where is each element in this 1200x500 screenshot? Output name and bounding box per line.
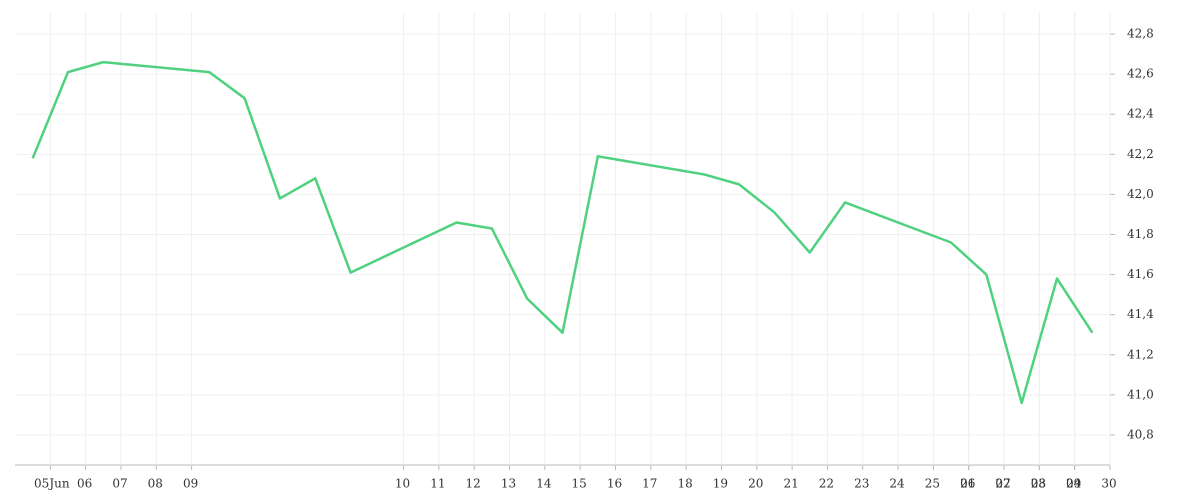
x-tick-label: 01 bbox=[960, 477, 975, 491]
x-tick-label: 23 bbox=[854, 477, 869, 491]
y-tick-label: 42,6 bbox=[1127, 67, 1154, 81]
x-tick-label: 26 bbox=[960, 477, 975, 491]
x-tick-label: 06 bbox=[77, 477, 92, 491]
x-tick-label: 21 bbox=[783, 477, 798, 491]
x-tick-label: 20 bbox=[748, 477, 763, 491]
y-tick-label: 40,8 bbox=[1127, 427, 1154, 441]
y-tick-label: 42,0 bbox=[1127, 187, 1154, 201]
month-label: Jun bbox=[47, 477, 70, 491]
y-tick-label: 41,4 bbox=[1127, 307, 1154, 321]
y-tick-label: 41,0 bbox=[1127, 387, 1154, 401]
x-tick-label: 18 bbox=[677, 477, 692, 491]
x-tick-label: 10 bbox=[395, 477, 410, 491]
x-tick-label: 30 bbox=[1101, 477, 1116, 491]
x-tick-label: 19 bbox=[713, 477, 728, 491]
x-tick-label: 09 bbox=[183, 477, 198, 491]
x-tick-label: 28 bbox=[1031, 477, 1046, 491]
x-tick-label: 03 bbox=[1031, 477, 1046, 491]
x-tick-label: 15 bbox=[572, 477, 587, 491]
y-tick-label: 42,2 bbox=[1127, 147, 1154, 161]
y-tick-label: 42,8 bbox=[1127, 27, 1154, 41]
x-tick-label: 05 bbox=[34, 477, 49, 491]
y-tick-label: 41,6 bbox=[1127, 267, 1154, 281]
x-tick-label: 24 bbox=[889, 477, 905, 491]
y-tick-label: 41,2 bbox=[1127, 347, 1154, 361]
y-tick-label: 42,4 bbox=[1127, 107, 1154, 121]
x-tick-label: 02 bbox=[995, 477, 1010, 491]
y-tick-label: 41,8 bbox=[1127, 227, 1154, 241]
x-tick-label: 27 bbox=[995, 477, 1010, 491]
line-series bbox=[31, 60, 1094, 405]
x-tick-label: 22 bbox=[819, 477, 834, 491]
x-tick-label: 04 bbox=[1066, 477, 1082, 491]
x-tick-label: 12 bbox=[466, 477, 481, 491]
x-tick-label: 16 bbox=[607, 477, 622, 491]
x-tick-label: 13 bbox=[501, 477, 516, 491]
x-tick-label: 11 bbox=[430, 477, 445, 491]
x-tick-label: 08 bbox=[148, 477, 163, 491]
x-tick-label: 29 bbox=[1066, 477, 1081, 491]
x-tick-label: 07 bbox=[112, 477, 127, 491]
x-tick-label: 17 bbox=[642, 477, 657, 491]
x-tick-label: 14 bbox=[536, 477, 552, 491]
x-tick-label: 25 bbox=[925, 477, 940, 491]
